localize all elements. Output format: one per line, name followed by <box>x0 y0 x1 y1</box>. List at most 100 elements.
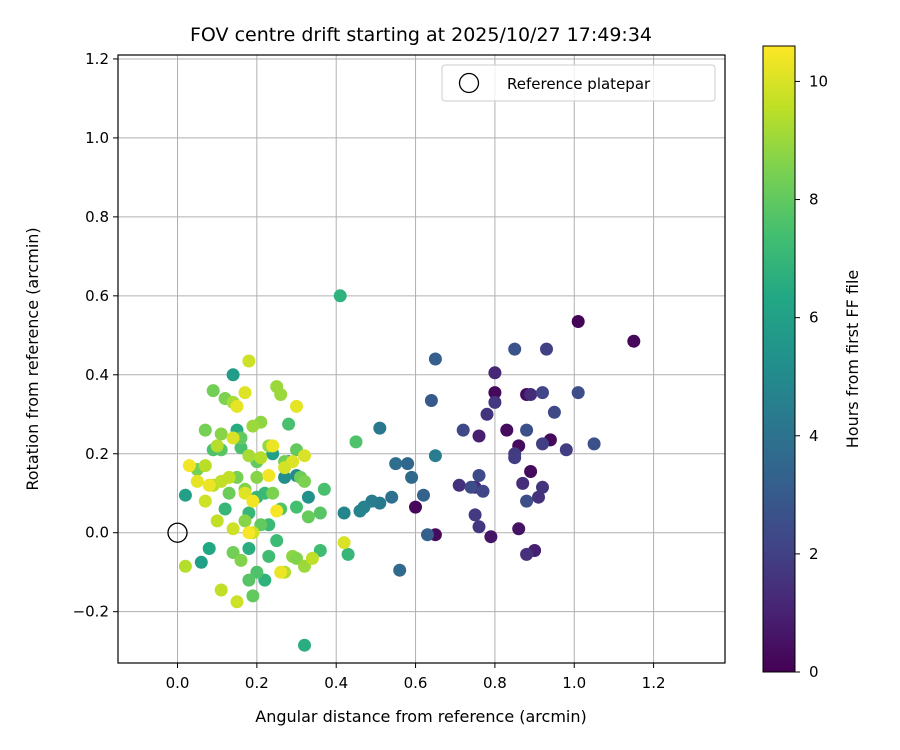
scatter-point <box>468 508 482 522</box>
scatter-point <box>262 469 276 482</box>
scatter-point <box>317 482 331 496</box>
scatter-point <box>532 490 545 504</box>
scatter-point <box>484 530 498 544</box>
scatter-point <box>274 565 288 579</box>
scatter-point <box>246 419 260 433</box>
scatter-point <box>250 565 264 579</box>
y-axis-label: Rotation from reference (arcmin) <box>23 227 42 490</box>
scatter-point <box>238 486 252 500</box>
scatter-point <box>401 457 415 471</box>
scatter-point <box>270 534 284 548</box>
scatter-point <box>246 494 260 508</box>
x-tick-label: 1.0 <box>562 674 586 692</box>
scatter-point <box>524 388 538 401</box>
scatter-point <box>488 366 502 380</box>
scatter-point <box>547 405 561 419</box>
scatter-point <box>424 394 438 407</box>
data-points <box>178 289 641 652</box>
scatter-point <box>456 423 470 437</box>
scatter-point <box>337 506 351 520</box>
colorbar-tick-label: 10 <box>809 72 828 90</box>
scatter-point <box>298 449 311 463</box>
scatter-point <box>222 486 236 500</box>
scatter-point <box>313 506 327 520</box>
scatter-point <box>246 589 260 603</box>
scatter-point <box>282 417 296 431</box>
scatter-point <box>178 559 192 573</box>
scatter-point <box>476 484 490 498</box>
scatter-point <box>182 459 196 473</box>
scatter-point <box>524 465 538 478</box>
scatter-point <box>571 386 585 400</box>
y-tick-label: −0.2 <box>73 603 109 621</box>
scatter-point <box>500 423 514 437</box>
scatter-point <box>202 542 216 555</box>
scatter-point <box>254 518 268 532</box>
scatter-point <box>198 459 212 473</box>
scatter-point <box>520 494 534 508</box>
scatter-point <box>290 399 303 413</box>
scatter-point <box>202 478 216 492</box>
scatter-point <box>194 555 208 569</box>
colorbar-tick-label: 4 <box>809 427 819 445</box>
scatter-point <box>214 583 228 597</box>
scatter-point <box>218 502 232 516</box>
scatter-point <box>198 423 212 437</box>
plot-frame <box>117 54 726 664</box>
scatter-point <box>536 480 549 494</box>
scatter-point <box>274 388 288 401</box>
scatter-point <box>270 504 284 518</box>
x-tick-label: 1.2 <box>642 674 666 692</box>
scatter-point <box>226 368 240 382</box>
scatter-point <box>290 551 303 565</box>
scatter-point <box>353 504 367 518</box>
legend-label: Reference platepar <box>507 75 651 93</box>
scatter-point <box>301 490 315 504</box>
scatter-point <box>258 573 272 587</box>
scatter-point <box>389 457 403 471</box>
scatter-point <box>242 526 256 540</box>
scatter-point <box>571 315 585 328</box>
scatter-point <box>238 386 252 400</box>
scatter-point <box>198 494 212 508</box>
scatter-point <box>226 431 240 445</box>
scatter-point <box>520 423 534 437</box>
scatter-point <box>242 542 256 555</box>
legend: Reference platepar <box>441 64 716 102</box>
scatter-point <box>222 470 236 484</box>
x-tick-label: 0.0 <box>166 674 190 692</box>
scatter-point <box>214 427 228 441</box>
colorbar-tick-label: 2 <box>809 545 819 563</box>
x-tick-label: 0.4 <box>324 674 348 692</box>
scatter-point <box>278 461 292 475</box>
scatter-point <box>301 510 315 524</box>
scatter-point <box>349 435 363 449</box>
scatter-point <box>540 342 553 356</box>
scatter-point <box>313 544 327 557</box>
scatter-point <box>373 421 387 435</box>
scatter-point <box>250 470 264 484</box>
scatter-point <box>421 528 434 542</box>
y-tick-label: 0.2 <box>85 445 109 463</box>
scatter-point <box>428 352 442 366</box>
scatter-point <box>472 469 486 482</box>
scatter-point <box>472 429 486 443</box>
scatter-point <box>516 476 530 490</box>
scatter-point <box>409 500 422 514</box>
scatter-point <box>536 386 549 400</box>
scatter-point <box>298 638 311 652</box>
scatter-point <box>417 488 430 502</box>
grid <box>118 55 725 663</box>
scatter-point <box>536 437 549 451</box>
y-tick-label: 0.0 <box>85 524 109 542</box>
scatter-point <box>508 451 522 465</box>
scatter-point <box>305 551 319 565</box>
scatter-point <box>480 407 494 421</box>
chart-title: FOV centre drift starting at 2025/10/27 … <box>190 24 652 46</box>
scatter-point <box>472 520 486 534</box>
scatter-point <box>266 439 280 453</box>
scatter-point <box>242 573 256 587</box>
scatter-point <box>230 399 244 413</box>
scatter-point <box>206 384 220 398</box>
